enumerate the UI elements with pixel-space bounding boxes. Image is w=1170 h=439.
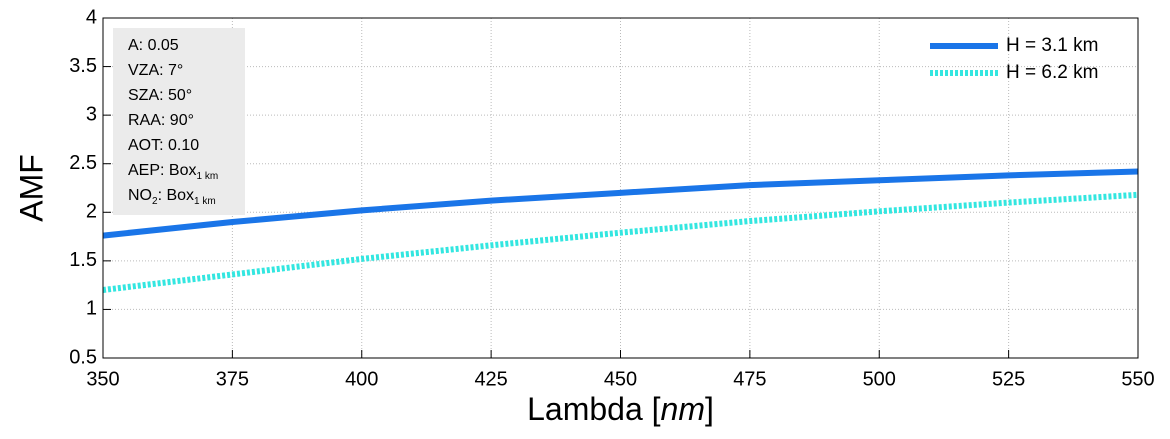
annotation-line: A: 0.05 [128,37,179,54]
y-tick-label: 1 [86,298,97,320]
data-line [102,191,1139,293]
x-tick-label: 400 [345,368,378,390]
x-tick-label: 450 [604,368,637,390]
x-axis-label: Lambda [nm] [527,391,714,427]
text: SZA: 50° [128,87,192,104]
annotation-box [113,28,245,215]
annotation-line: VZA: 7° [128,62,183,79]
text: Lambda [ [527,391,661,427]
y-axis-label: AMF [13,154,49,222]
x-tick-label: 500 [863,368,896,390]
x-tick-label: 475 [733,368,766,390]
y-tick-label: 4 [86,6,97,28]
italic-text: nm [661,391,705,427]
legend-label: H = 6.2 km [1006,62,1098,83]
y-tick-label: 2 [86,201,97,223]
text: AEP: Box [128,162,196,179]
text: NO [128,187,152,204]
subscript: 1 km [194,196,216,207]
text: ] [705,391,714,427]
x-tick-label: 550 [1121,368,1154,390]
text: A: 0.05 [128,37,179,54]
x-tick-label: 425 [474,368,507,390]
y-tick-label: 2.5 [69,152,97,174]
annotation-line: AEP: Box1 km [128,162,218,182]
text: : Box [158,187,194,204]
x-tick-label: 525 [992,368,1025,390]
text: VZA: 7° [128,62,183,79]
y-tick-label: 3.5 [69,55,97,77]
y-tick-label: 1.5 [69,249,97,271]
annotation-line: SZA: 50° [128,87,192,104]
text: RAA: 90° [128,112,194,129]
x-tick-label: 375 [216,368,249,390]
y-tick-label: 3 [86,103,97,125]
annotation-line: RAA: 90° [128,112,194,129]
text: AOT: 0.10 [128,137,199,154]
axes-box [102,17,1139,359]
annotation-line: NO2: Box1 km [128,187,216,207]
y-tick-label: 0.5 [69,346,97,368]
x-tick-label: 350 [86,368,119,390]
annotation-line: AOT: 0.10 [128,137,199,154]
data-line [102,168,1139,239]
legend-label: H = 3.1 km [1006,35,1098,56]
subscript: 1 km [196,171,218,182]
subscript: 2 [152,196,158,207]
